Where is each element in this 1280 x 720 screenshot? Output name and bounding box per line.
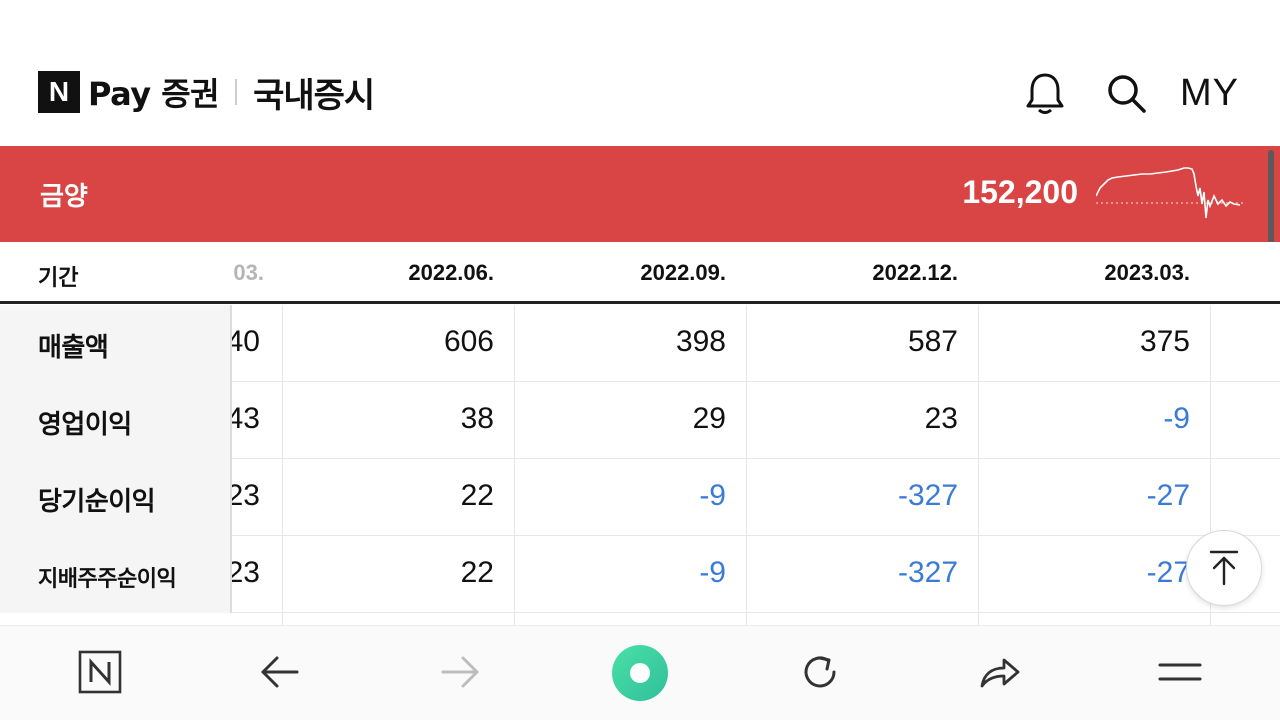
value-cell: 23 [924,402,958,435]
forward-arrow-icon[interactable] [436,648,484,696]
clipped-value-text: 440 [232,325,260,358]
search-icon[interactable] [1103,70,1149,116]
row-label: 지배주주순이익 [38,567,177,592]
section-title[interactable]: 국내증시 [253,75,375,116]
value-cell: 22 [460,556,494,589]
table-header: 기간 2022.06. 2022.09. 2022.12. 2023.03. [0,242,1280,304]
value-cell: -27 [1146,479,1190,512]
clipped-value: 23 [232,459,282,536]
value-cell: 22 [460,479,494,512]
back-arrow-icon[interactable] [256,648,304,696]
column-divider [746,305,747,625]
value-cell: 398 [675,325,726,358]
row-label: 매출액 [38,333,109,363]
price-sparkline [1096,167,1246,219]
menu-icon[interactable] [1156,648,1204,696]
stock-summary-bar[interactable]: 금양 152,200 [0,146,1280,242]
value-cell: -9 [1163,402,1190,435]
share-icon[interactable] [976,648,1024,696]
clipped-value: 23 [232,536,282,613]
row-label-cell: 매출액 [0,305,232,382]
bell-icon[interactable] [1022,70,1068,116]
column-divider [514,305,515,625]
value-cell: -327 [897,556,958,589]
clipped-value-text: 23 [232,479,260,512]
value-cell: 606 [443,325,494,358]
period-header: 2022.12. [872,260,958,285]
table-row: 당기순이익 23 22 -9 -327 -27 [0,459,1280,536]
stock-price: 152,200 [962,174,1078,210]
scroll-to-top-button[interactable] [1186,530,1262,606]
value-cell: -27 [1146,556,1190,589]
brand-title[interactable]: Pay 증권 [88,75,220,113]
refresh-icon[interactable] [796,648,844,696]
brand[interactable]: N Pay 증권 국내증시 [38,70,375,116]
arrow-up-icon [1209,550,1239,586]
row-label-cell: 지배주주순이익 [0,536,232,613]
clipped-period-text: 2022.03. [232,260,264,285]
clipped-value: 440 [232,305,282,382]
value-cell: -9 [699,556,726,589]
naver-home-icon[interactable] [76,648,124,696]
green-dot-icon[interactable] [610,643,670,703]
clipped-value: 43 [232,382,282,459]
row-label: 당기순이익 [38,487,156,517]
value-cell: 587 [907,325,958,358]
column-divider [978,305,979,625]
row-label-cell: 영업이익 [0,382,232,459]
table-row: 매출액 440 606 398 587 375 [0,305,1280,382]
value-cell: -327 [897,479,958,512]
value-cell: 375 [1139,325,1190,358]
row-label: 영업이익 [38,410,132,440]
clipped-value-text: 43 [232,402,260,435]
row-label-cell: 당기순이익 [0,459,232,536]
period-header: 2022.06. [408,260,494,285]
period-header: 2023.03. [1104,260,1190,285]
app-header: N Pay 증권 국내증시 MY [0,0,1280,146]
clipped-value-text: 23 [232,556,260,589]
value-cell: 38 [460,402,494,435]
my-page-button[interactable]: MY [1180,72,1239,114]
table-row: 지배주주순이익 23 22 -9 -327 -27 [0,536,1280,613]
period-label: 기간 [38,266,79,291]
stock-name: 금양 [40,182,88,212]
column-divider [1210,305,1211,625]
value-cell: 29 [692,402,726,435]
value-cell: -9 [699,479,726,512]
period-header: 2022.09. [640,260,726,285]
browser-toolbar [0,625,1280,720]
scrollbar[interactable] [1268,150,1274,268]
table-row: 영업이익 43 38 29 23 -9 [0,382,1280,459]
divider [235,79,238,105]
naver-logo[interactable]: N [38,71,80,113]
column-divider [282,305,283,625]
clipped-period-header: 2022.03. [232,248,292,294]
financial-table[interactable]: 매출액 440 606 398 587 375 영업이익 43 38 29 23… [0,305,1280,625]
